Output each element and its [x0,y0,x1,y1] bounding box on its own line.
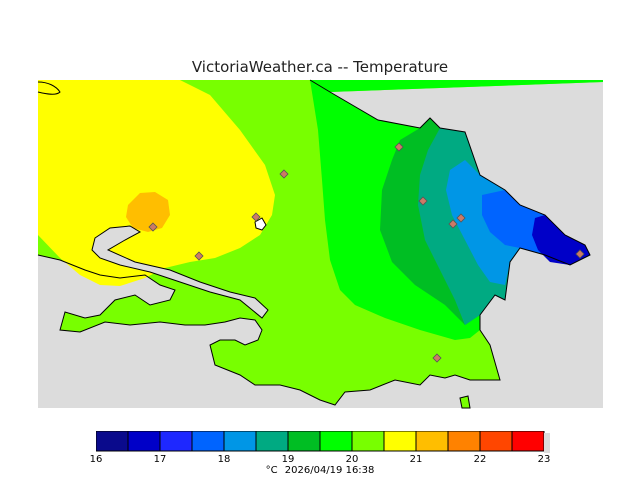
colorbar-tick: 21 [409,454,423,465]
colorbar-shadow [544,433,550,453]
colorbar-cell [511,431,545,452]
colorbar-cell [383,431,417,452]
unit-label: °C [265,465,278,476]
diamond-station-icon [251,212,261,222]
chart-title: VictoriaWeather.ca -- Temperature [191,58,449,76]
colorbar-tick: 19 [281,454,295,465]
diamond-station-icon [148,222,158,232]
diamond-station-icon [394,142,404,152]
colorbar-cell [415,431,449,452]
colorbar-cell [255,431,289,452]
colorbar-cell [447,431,481,452]
diamond-station-icon [448,219,458,229]
coastline-corner [37,81,61,95]
stations [148,142,585,363]
colorbar-cell [159,431,193,452]
colorbar-tick: 22 [473,454,487,465]
diamond-station-icon [418,196,428,206]
colorbar-cell [223,431,257,452]
colorbar-tick: 18 [217,454,231,465]
colorbar-cell [127,431,161,452]
colorbar-cell [351,431,385,452]
island-bottom [459,395,471,409]
colorbar-ticks: 16 17 18 19 20 21 22 23 [0,454,640,468]
footer: °C 2026/04/19 16:38 [0,465,640,476]
colorbar [96,431,550,453]
contour-22 [126,192,170,232]
timestamp: 2026/04/19 16:38 [284,465,375,476]
diamond-station-icon [279,169,289,179]
colorbar-cell [479,431,513,452]
colorbar-cell [319,431,353,452]
contour-21 [38,80,275,286]
inlet-water [91,225,269,319]
colorbar-tick: 17 [153,454,167,465]
colorbar-cell [96,431,129,452]
diamond-station-icon [194,251,204,261]
colorbar-tick: 20 [345,454,359,465]
diamond-station-icon [432,353,442,363]
colorbar-cell [191,431,225,452]
diamond-station-icon [575,249,585,259]
small-lake [254,217,267,231]
colorbar-tick: 16 [89,454,103,465]
colorbar-tick: 23 [537,454,551,465]
contour-16.5 [532,215,590,265]
diamond-station-icon [456,213,466,223]
coastline [37,79,591,406]
colorbar-cell [287,431,321,452]
